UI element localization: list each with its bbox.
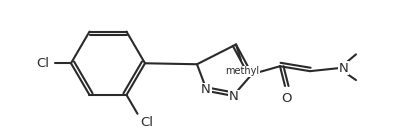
Text: N: N: [201, 83, 211, 96]
Text: Cl: Cl: [36, 57, 49, 70]
Text: N: N: [339, 62, 349, 75]
Text: N: N: [229, 90, 239, 103]
Text: O: O: [281, 92, 291, 105]
Text: methyl: methyl: [225, 66, 259, 76]
Text: Cl: Cl: [140, 116, 153, 129]
